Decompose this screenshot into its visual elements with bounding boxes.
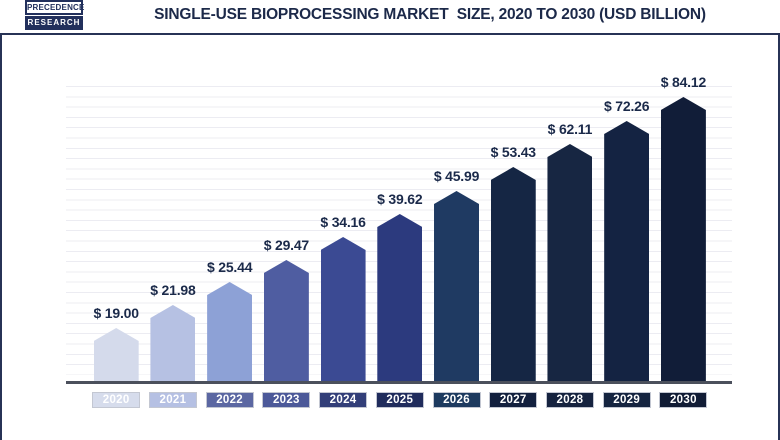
- bar-2021: [150, 305, 196, 381]
- bar-2026: [434, 191, 480, 381]
- bar-2023: [263, 260, 309, 381]
- frame-left-border: [0, 34, 2, 440]
- value-label-2022: $ 25.44: [206, 259, 253, 275]
- bar-2020: [93, 328, 139, 381]
- year-label-2023: 2023: [262, 392, 311, 408]
- logo-line2: RESEARCH: [25, 16, 83, 30]
- bar-2022: [207, 282, 253, 381]
- logo-line1: PRECEDENCE: [25, 0, 84, 15]
- value-label-2023: $ 29.47: [263, 237, 310, 253]
- title-divider: [0, 33, 780, 35]
- bar-2030: [660, 97, 706, 381]
- year-label-2020: 2020: [92, 392, 141, 408]
- year-label-2024: 2024: [319, 392, 368, 408]
- year-label-2027: 2027: [489, 392, 538, 408]
- x-axis-line: [66, 381, 732, 384]
- year-label-2028: 2028: [545, 392, 594, 408]
- year-label-2022: 2022: [205, 392, 254, 408]
- value-label-2021: $ 21.98: [150, 282, 196, 298]
- bar-2027: [490, 167, 536, 381]
- value-label-2024: $ 34.16: [320, 214, 366, 230]
- year-label-2025: 2025: [375, 392, 424, 408]
- year-label-2030: 2030: [659, 392, 708, 408]
- frame-right-border: [778, 34, 780, 440]
- value-label-2029: $ 72.26: [604, 98, 650, 114]
- bar-2025: [377, 214, 423, 381]
- chart-title: SINGLE-USE BIOPROCESSING MARKET SIZE, 20…: [154, 6, 706, 23]
- value-label-2026: $ 45.99: [433, 168, 480, 184]
- year-label-2029: 2029: [602, 392, 651, 408]
- bar-2029: [604, 121, 650, 381]
- value-label-2020: $ 19.00: [93, 305, 140, 321]
- year-label-2021: 2021: [148, 392, 197, 408]
- year-label-2026: 2026: [432, 392, 481, 408]
- value-label-2025: $ 39.62: [377, 191, 423, 207]
- bar-2028: [547, 144, 593, 381]
- precedence-research-logo: PRECEDENCE RESEARCH: [25, 0, 84, 30]
- value-label-2028: $ 62.11: [547, 121, 593, 137]
- bar-2024: [320, 237, 366, 381]
- value-label-2030: $ 84.12: [660, 74, 707, 90]
- value-label-2027: $ 53.43: [490, 144, 537, 160]
